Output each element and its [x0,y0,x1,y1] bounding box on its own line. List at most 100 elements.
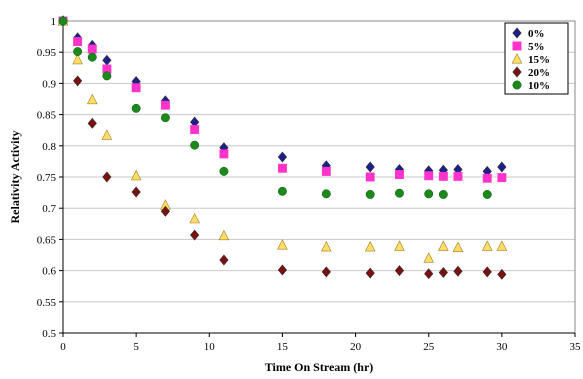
data-point [277,151,288,163]
y-tick-label: 0.65 [37,234,57,246]
data-point [497,173,507,183]
data-point [395,170,404,179]
series-0 [58,15,507,177]
legend-marker [512,27,522,39]
data-point [277,186,287,196]
legend-label: 15% [528,54,550,66]
data-point [219,166,229,176]
data-point [87,44,97,54]
data-point [190,229,200,241]
series-3 [58,15,507,280]
y-tick-label: 0.55 [37,297,57,309]
x-tick-label: 10 [204,341,216,353]
data-point [497,268,507,280]
data-point [438,190,448,199]
y-tick-label: 0.9 [42,78,56,90]
data-point [482,266,492,278]
y-tick-label: 0.8 [42,141,56,153]
data-point [73,47,83,57]
data-point [131,186,141,198]
data-point [496,240,508,251]
legend-marker [511,53,523,64]
y-tick-label: 1 [51,16,57,28]
series-2 [57,15,508,263]
data-point [424,171,434,181]
y-tick-label: 0.7 [42,203,56,215]
data-point [73,75,83,87]
data-point [160,113,170,123]
y-tick-label: 0.5 [42,328,56,340]
x-tick-label: 25 [423,341,435,353]
data-point [321,189,331,199]
data-point [365,267,375,279]
legend-label: 20% [528,67,550,79]
data-point [453,265,463,277]
x-tick-label: 35 [570,341,582,353]
data-point [364,241,376,252]
data-point [453,171,463,181]
legend-marker [512,66,522,78]
y-tick-label: 0.95 [37,47,57,59]
x-tick-label: 5 [133,341,139,353]
data-point [87,52,97,62]
data-point [58,16,68,26]
data-point [321,166,331,176]
data-point [365,190,375,199]
data-point [394,240,405,251]
data-point [452,241,464,253]
legend-marker [512,41,522,51]
data-point [160,205,170,217]
data-point [87,117,97,129]
y-tick-label: 0.85 [37,110,57,122]
data-point [131,83,141,93]
data-point [438,240,449,251]
data-point [190,140,200,150]
series-1 [58,16,507,183]
data-point [219,149,229,159]
data-point [395,188,404,198]
data-point [365,172,375,182]
data-point [72,53,83,65]
axes [59,20,576,337]
legend-label: 10% [528,80,550,92]
data-point [73,37,83,47]
data-point [423,252,435,263]
gridlines [63,51,575,303]
legend: 0%5%15%20%10% [504,22,569,95]
data-point [102,171,112,183]
x-tick-label: 0 [60,341,66,353]
data-point [131,103,141,113]
data-point [277,264,288,276]
data-point [497,161,507,173]
data-point [86,93,98,105]
data-point [321,266,331,278]
data-point [424,268,434,280]
data-point [102,54,112,66]
x-tick-label: 20 [350,341,362,353]
series-4 [58,16,492,199]
y-tick-label: 0.75 [37,172,57,184]
data-point [321,241,332,252]
y-axis-title: Relativity Activity [8,131,22,224]
data-point [481,240,493,251]
data-point [424,189,434,199]
y-tick-label: 0.6 [42,266,56,278]
x-tick-label: 30 [496,341,508,353]
data-point [160,100,170,110]
x-tick-label: 15 [277,341,289,353]
data-point [277,163,287,173]
legend-label: 5% [528,41,545,53]
data-point [482,190,492,199]
legend-marker [512,80,522,90]
data-point [130,169,142,181]
legend-label: 0% [528,28,545,40]
x-axis-title: Time On Stream (hr) [265,360,374,374]
data-points [57,15,508,280]
data-point [218,229,230,241]
data-point [102,71,112,81]
data-point [219,254,229,266]
data-point [438,171,448,181]
